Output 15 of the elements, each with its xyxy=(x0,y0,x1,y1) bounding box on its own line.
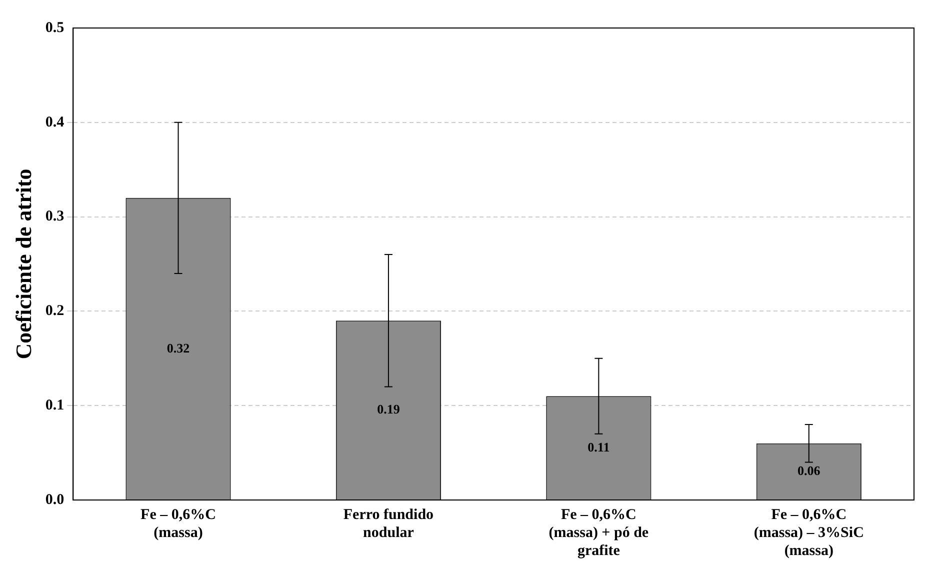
y-tick-label: 0.3 xyxy=(45,208,64,225)
y-tick-label: 0.2 xyxy=(45,303,64,320)
x-tick-label: Fe – 0,6%C (massa) xyxy=(140,506,216,541)
y-axis-title: Coeficiente de atrito xyxy=(10,168,36,360)
data-label: 0.06 xyxy=(798,463,821,478)
data-label: 0.11 xyxy=(588,439,610,454)
y-tick-label: 0.4 xyxy=(45,114,65,130)
data-label: 0.32 xyxy=(166,340,190,356)
x-tick-label: Ferro fundido nodular xyxy=(343,506,434,541)
data-label: 0.19 xyxy=(377,402,400,417)
x-tick-label: Fe – 0,6%C (massa) – 3%SiC (massa) xyxy=(754,506,864,559)
y-tick-label: 0.1 xyxy=(45,397,64,414)
y-tick-label: 0.0 xyxy=(45,492,64,508)
y-tick-label: 0.5 xyxy=(45,20,64,36)
x-tick-label: Fe – 0,6%C (massa) + pó de grafite xyxy=(548,506,649,559)
